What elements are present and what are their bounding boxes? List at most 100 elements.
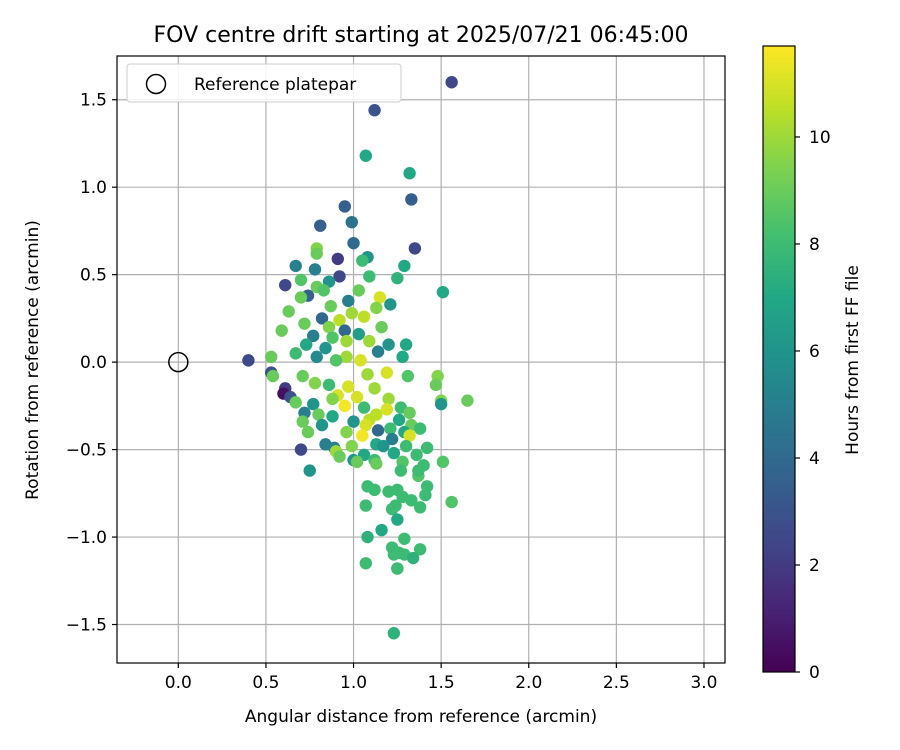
data-point (408, 242, 422, 255)
data-point (387, 627, 401, 640)
colorbar-tick-label: 10 (809, 128, 831, 148)
y-tick-label: 1.5 (80, 91, 107, 111)
x-tick-label: 1.5 (428, 673, 455, 693)
data-point (357, 310, 371, 323)
data-point (389, 499, 402, 512)
data-point (375, 523, 388, 537)
data-point (385, 432, 399, 446)
data-point (333, 450, 346, 463)
data-point (398, 259, 411, 273)
data-point (387, 548, 401, 561)
data-point (392, 413, 406, 427)
data-point (301, 425, 315, 439)
colorbar: 0 2 4 6 8 10 Hours from first FF file (762, 45, 863, 683)
data-point (384, 298, 397, 311)
reference-point-marker (168, 351, 189, 373)
colorbar-gradient (762, 45, 796, 673)
data-point (350, 455, 364, 469)
x-tick-label: 2.5 (603, 673, 630, 693)
data-point (352, 327, 365, 341)
data-point (307, 397, 320, 411)
data-point (405, 193, 418, 206)
y-tick-label: −1.5 (66, 616, 107, 636)
data-point (413, 543, 427, 556)
data-point (310, 247, 323, 260)
x-tick-label: 2.0 (515, 673, 542, 693)
data-point (329, 354, 343, 367)
data-point (387, 446, 401, 460)
data-point (401, 369, 415, 383)
data-point (361, 530, 374, 544)
data-point (363, 270, 376, 283)
data-point (361, 368, 374, 381)
x-tick-label: 1.0 (340, 673, 367, 693)
data-point (354, 354, 367, 367)
data-point (371, 424, 385, 437)
data-point (345, 306, 358, 320)
data-point (264, 350, 278, 364)
colorbar-tick-label: 4 (809, 449, 820, 469)
data-point (322, 378, 336, 392)
data-point (359, 557, 373, 570)
data-point (331, 252, 344, 266)
data-point (310, 350, 323, 364)
data-point (380, 366, 394, 379)
data-point (403, 429, 416, 442)
data-point (410, 448, 423, 462)
y-axis-ticks: 1.5 1.0 0.5 0.0 −0.5 −1.0 −1.5 (66, 91, 117, 636)
data-point (300, 338, 313, 351)
y-tick-label: 1.0 (80, 178, 107, 198)
data-point (429, 378, 443, 392)
y-axis-label: Rotation from reference (arcmin) (23, 220, 43, 500)
data-point (282, 305, 295, 318)
data-point (357, 401, 371, 414)
data-point (294, 273, 308, 287)
colorbar-tick-label: 2 (809, 556, 820, 576)
data-point (338, 324, 351, 337)
data-point (347, 236, 360, 250)
data-points (168, 76, 474, 640)
data-point (434, 397, 448, 411)
data-point (308, 376, 322, 390)
legend: Reference platepar (126, 63, 402, 103)
data-point (326, 331, 339, 344)
colorbar-ticks: 0 2 4 6 8 10 (795, 128, 831, 683)
data-point (342, 380, 355, 393)
data-point (356, 429, 369, 442)
data-point (368, 382, 381, 395)
data-point (363, 334, 376, 348)
data-point (296, 369, 309, 383)
colorbar-tick-label: 8 (809, 235, 820, 255)
data-point (352, 284, 365, 297)
data-point (326, 410, 339, 423)
data-point (373, 291, 387, 304)
data-point (307, 329, 320, 343)
data-point (377, 439, 390, 453)
data-point (403, 406, 416, 420)
data-point (340, 350, 353, 364)
data-point (384, 422, 397, 435)
data-point (345, 215, 358, 229)
data-point (382, 392, 395, 406)
data-point (322, 320, 336, 334)
data-point (394, 464, 408, 477)
x-axis-ticks: 0.0 0.5 1.0 1.5 2.0 2.5 3.0 (165, 663, 717, 693)
data-point (266, 369, 280, 383)
data-point (296, 415, 309, 428)
y-tick-label: −1.0 (66, 528, 107, 548)
data-point (359, 418, 373, 432)
data-point (324, 299, 337, 313)
y-tick-label: 0.0 (80, 353, 107, 373)
data-point (399, 338, 413, 351)
data-point (391, 271, 404, 285)
data-point (368, 483, 381, 497)
data-point (413, 422, 427, 435)
x-tick-label: 3.0 (690, 673, 717, 693)
data-point (350, 390, 364, 404)
legend-label: Reference platepar (194, 75, 356, 95)
data-point (370, 457, 383, 470)
data-point (382, 338, 395, 351)
x-tick-label: 0.0 (165, 673, 192, 693)
data-point (398, 532, 411, 546)
legend-marker-icon (145, 73, 167, 95)
